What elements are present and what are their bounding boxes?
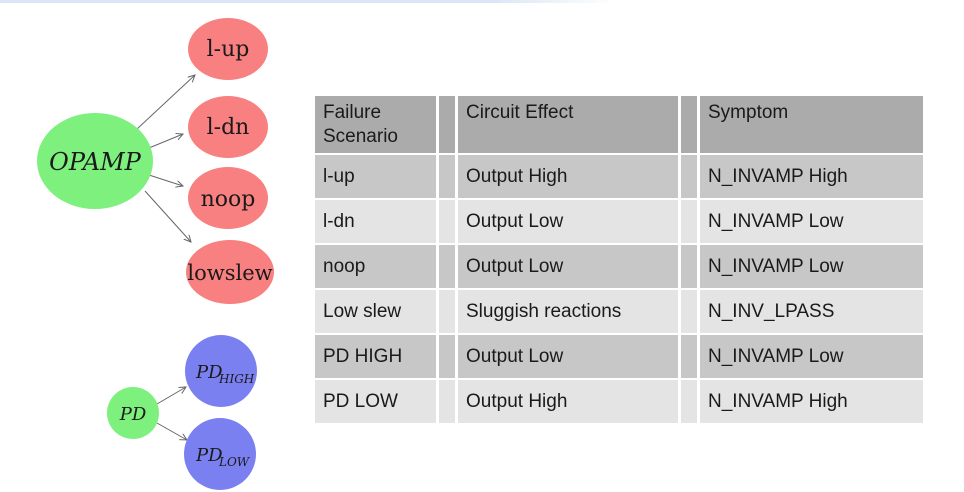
cell-scenario: PD LOW [315, 380, 436, 423]
header-symptom: Symptom [700, 96, 923, 153]
header-failure-scenario: Failure Scenario [315, 96, 436, 153]
node-pd-low [184, 418, 256, 490]
node-noop-label: noop [201, 187, 256, 212]
spacer-cell [681, 290, 697, 333]
node-pd [107, 387, 159, 439]
node-noop [188, 167, 268, 229]
top-accent-bar [0, 0, 616, 3]
node-lowslew [186, 240, 274, 304]
cell-symptom: N_INVAMP Low [700, 335, 923, 378]
cell-symptom: N_INVAMP Low [700, 200, 923, 243]
node-l-up-label: l-up [207, 37, 250, 62]
cell-effect: Output Low [458, 245, 678, 288]
node-pd-low-label: PD [195, 445, 223, 466]
cell-scenario: l-dn [315, 200, 436, 243]
header-spacer [439, 96, 455, 153]
spacer-cell [439, 290, 455, 333]
cell-scenario: l-up [315, 155, 436, 198]
cell-effect: Sluggish reactions [458, 290, 678, 333]
spacer-cell [439, 335, 455, 378]
spacer-cell [681, 245, 697, 288]
spacer-cell [681, 380, 697, 423]
cell-effect: Output High [458, 380, 678, 423]
spacer-cell [439, 380, 455, 423]
cell-symptom: N_INV_LPASS [700, 290, 923, 333]
spacer-cell [681, 200, 697, 243]
spacer-cell [439, 200, 455, 243]
cell-effect: Output High [458, 155, 678, 198]
node-l-dn [188, 96, 268, 158]
spacer-cell [439, 245, 455, 288]
edge-opamp-noop [148, 174, 183, 186]
fault-tree-diagram: OPAMP l-up l-dn noop lowslew PD PD HIGH … [37, 18, 274, 490]
node-opamp [37, 113, 153, 209]
spacer-cell [681, 335, 697, 378]
node-l-up [188, 18, 268, 80]
node-pd-high [185, 335, 257, 407]
cell-effect: Output Low [458, 335, 678, 378]
node-pd-high-subscript: HIGH [218, 372, 255, 386]
node-opamp-label: OPAMP [49, 148, 142, 176]
cell-effect: Output Low [458, 200, 678, 243]
cell-scenario: PD HIGH [315, 335, 436, 378]
node-lowslew-label: lowslew [187, 261, 272, 285]
failure-scenario-table: Failure Scenario Circuit Effect Symptom … [315, 96, 923, 423]
edge-opamp-ldn [148, 134, 183, 149]
node-pd-high-label: PD [195, 362, 223, 383]
cell-scenario: noop [315, 245, 436, 288]
spacer-cell [681, 155, 697, 198]
edge-opamp-lup [136, 75, 195, 130]
edge-pd-pdhigh [156, 387, 186, 405]
header-spacer [681, 96, 697, 153]
cell-symptom: N_INVAMP Low [700, 245, 923, 288]
header-circuit-effect: Circuit Effect [458, 96, 678, 153]
edge-pd-pdlow [156, 422, 187, 440]
node-pd-low-subscript: LOW [218, 455, 251, 469]
cell-symptom: N_INVAMP High [700, 380, 923, 423]
spacer-cell [439, 155, 455, 198]
node-pd-label: PD [119, 404, 147, 425]
cell-scenario: Low slew [315, 290, 436, 333]
node-l-dn-label: l-dn [207, 115, 250, 140]
cell-symptom: N_INVAMP High [700, 155, 923, 198]
edge-opamp-lowslew [144, 190, 191, 242]
